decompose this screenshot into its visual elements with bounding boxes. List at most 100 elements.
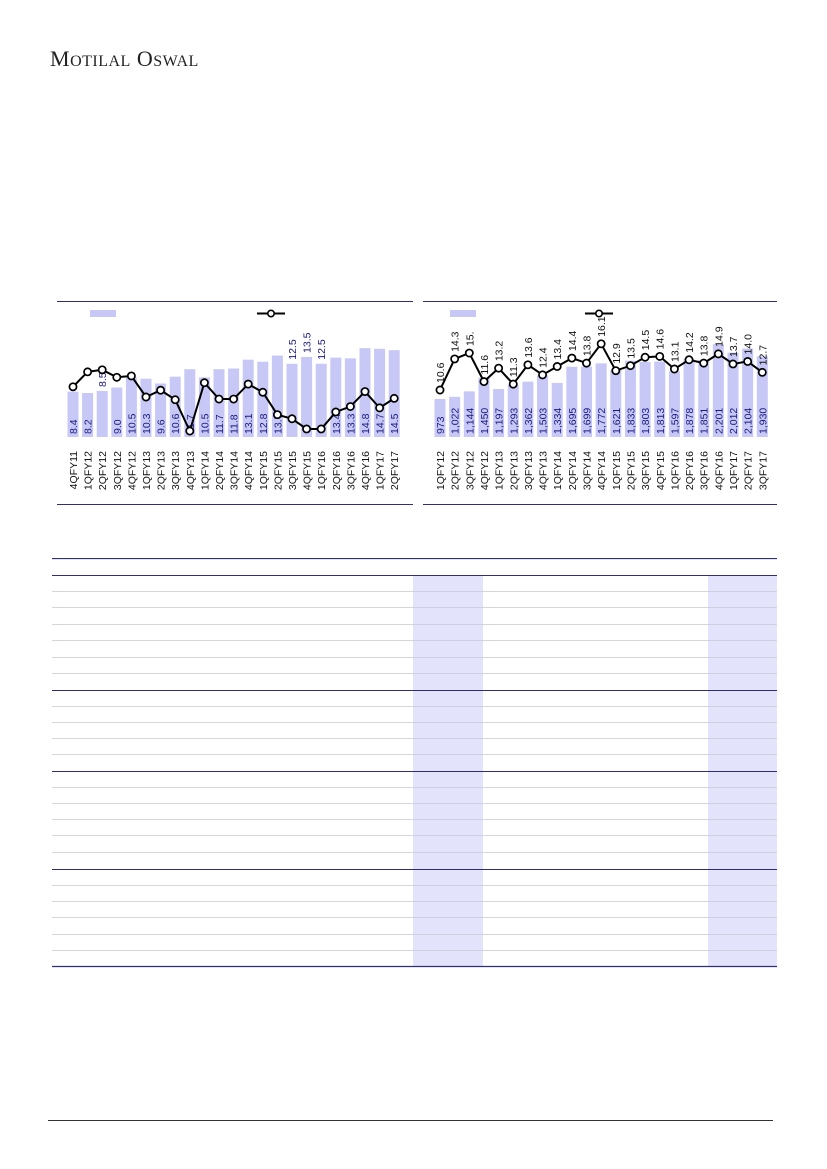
bar-value-label: 1,334: [552, 408, 564, 434]
bar: [551, 382, 563, 437]
line-point: [170, 395, 180, 405]
bar-value-label: 2,201: [713, 408, 725, 434]
line-point: [699, 358, 709, 368]
bar-value-label: 1,293: [508, 408, 520, 434]
bar: [654, 361, 666, 437]
line-point: [669, 364, 679, 374]
category-tick-label: 4QFY12: [126, 451, 138, 490]
brand-initial-2: O: [136, 46, 154, 71]
bar: [374, 348, 386, 437]
category-tick-label: 3QFY12: [464, 451, 476, 490]
bar: [330, 357, 342, 437]
bar: [242, 359, 254, 437]
category-tick-label: 3QFY14: [229, 451, 241, 490]
line-point: [331, 407, 341, 417]
line-point: [97, 365, 107, 375]
line-point: [464, 348, 474, 358]
line-value-label: 13.8: [699, 336, 711, 357]
line-point: [567, 353, 577, 363]
line-point: [757, 367, 767, 377]
bar: [756, 356, 768, 437]
bar: [537, 375, 549, 437]
line-point: [582, 358, 591, 368]
chart-right-svg: 973 1QFY12 1,022 2QFY12 1,144 3QFY12 1,450 4QFY…: [423, 301, 777, 505]
line-value-label: 13.8: [582, 336, 594, 357]
line-value-label: 13.1: [669, 341, 681, 362]
category-tick-label: 2QFY16: [331, 451, 343, 490]
bar-value-label: 12.8: [258, 413, 270, 434]
line-point: [494, 363, 504, 373]
bar: [522, 381, 534, 437]
brand-initial-1: M: [50, 46, 71, 71]
bar: [96, 390, 108, 437]
category-tick-label: 2QFY15: [625, 451, 637, 490]
line-point: [214, 394, 224, 404]
category-tick-label: 2QFY14: [214, 451, 226, 490]
data-table-grid: [52, 558, 777, 968]
chart-left: 8.4 4QFY11 8.2 1QFY12 8.5 2QFY12 9.0 3QFY12 10.5…: [57, 301, 413, 512]
line-value-label: 14.3: [450, 331, 462, 352]
line-value-label: 13.4: [552, 339, 564, 360]
category-tick-label: 1QFY12: [83, 451, 95, 490]
bar-value-label: 11.8: [229, 414, 241, 434]
bar: [140, 378, 152, 437]
line-value-label: 14.4: [567, 330, 579, 351]
legend-bar-swatch: [90, 310, 116, 317]
bar: [668, 371, 680, 437]
bar: [493, 389, 505, 437]
bar-value-label: 2,104: [743, 408, 755, 434]
footer-rule: [48, 1120, 773, 1121]
bar-value-label: 14.8: [360, 413, 372, 434]
bar: [315, 363, 327, 437]
line-point: [523, 360, 533, 370]
legend-line-marker: [267, 309, 276, 318]
line-point: [450, 354, 460, 364]
category-tick-label: 4QFY14: [243, 451, 255, 490]
bar: [683, 358, 695, 437]
bar-value-label: 973: [435, 416, 447, 434]
line-point: [302, 424, 312, 434]
line-value-label: 14.5: [640, 330, 652, 351]
line-point: [272, 410, 282, 420]
legend-bar-swatch: [450, 310, 476, 317]
bar: [388, 350, 400, 437]
line-point: [655, 351, 665, 361]
bar-value-label: 2,012: [728, 408, 740, 434]
category-tick-label: 1QFY16: [669, 451, 681, 490]
bar: [169, 376, 181, 437]
line-point: [728, 359, 738, 369]
category-tick-label: 2QFY17: [743, 451, 755, 490]
line-point: [552, 362, 562, 371]
bar-value-label: 1,803: [640, 408, 652, 434]
category-tick-label: 2QFY15: [272, 451, 284, 490]
category-tick-label: 1QFY14: [552, 451, 564, 490]
category-tick-label: 2QFY12: [97, 451, 109, 490]
line-point: [185, 426, 195, 436]
bar-value-label: 1,362: [523, 408, 535, 434]
bar-value-label: 11.7: [214, 414, 226, 434]
line-point: [199, 378, 209, 388]
brand-rest-1: OTILAL: [70, 53, 131, 70]
line-value-label: 12.7: [757, 345, 769, 366]
line-point: [68, 382, 78, 392]
bar: [82, 393, 94, 437]
bar-value-label: 10.3: [141, 413, 153, 434]
category-tick-label: 1QFY15: [258, 451, 270, 490]
line-value-label: 16.1: [596, 316, 608, 337]
bar: [624, 360, 636, 437]
bar: [639, 361, 651, 437]
category-tick-label: 4QFY15: [655, 451, 667, 490]
line-point: [141, 392, 151, 402]
category-tick-label: 4QFY11: [68, 451, 80, 489]
category-tick-label: 3QFY15: [287, 451, 299, 490]
bar-value-label: 1,695: [567, 408, 579, 434]
legend-line-marker: [595, 309, 604, 318]
line-point: [508, 379, 518, 389]
category-tick-label: 1QFY14: [199, 451, 211, 490]
chart-left-svg: 8.4 4QFY11 8.2 1QFY12 8.5 2QFY12 9.0 3QFY12 10.5…: [57, 301, 413, 505]
bar-value-label: 9.6: [156, 419, 168, 434]
bar-value-label: 1,772: [596, 408, 608, 434]
line-point: [389, 393, 399, 403]
bar-value-label: 1,022: [450, 408, 462, 434]
category-tick-label: 2QFY13: [156, 451, 168, 490]
